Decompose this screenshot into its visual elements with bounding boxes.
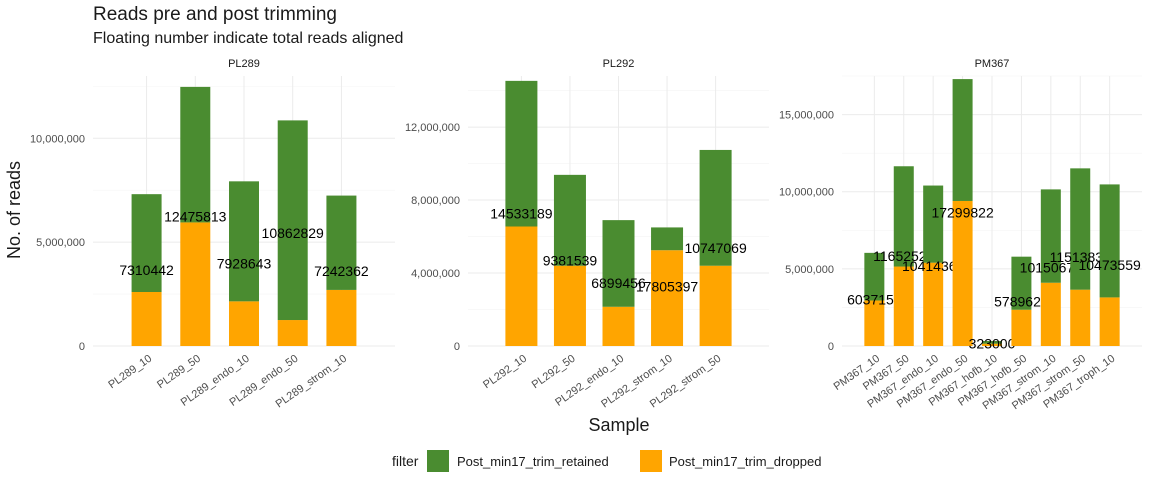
bar-dropped	[1099, 297, 1120, 346]
legend-swatch-dropped	[640, 450, 662, 472]
y-tick-label: 4,000,000	[411, 268, 460, 280]
legend-swatch-retained	[427, 450, 449, 472]
data-label-total: 12475813	[164, 208, 227, 224]
data-label-total: 11513839	[1050, 249, 1111, 265]
y-tick-label: 12,000,000	[405, 122, 460, 134]
bar-retained	[893, 166, 914, 267]
y-tick-label: 10,000,000	[779, 187, 834, 199]
bar-retained	[699, 149, 732, 266]
legend-label-dropped: Post_min17_trim_dropped	[669, 454, 821, 469]
bar-dropped	[699, 265, 732, 346]
bar-retained	[131, 194, 162, 292]
x-tick-label: PL292_10	[481, 353, 529, 392]
bar-retained	[952, 79, 973, 201]
data-label-total: 17805397	[636, 279, 699, 295]
bar-dropped	[277, 320, 308, 346]
data-label-total: 9381539	[543, 252, 598, 268]
data-label-total: 10150676	[1020, 260, 1083, 276]
bar-retained	[505, 80, 538, 227]
facet-panels: 0 5,000,000 10,000,000 PL289 7310442 PL289_10…	[30, 58, 1142, 412]
data-label-total: 10747069	[684, 240, 747, 256]
data-label-total: 7310442	[119, 262, 174, 278]
y-axis-title: No. of reads	[4, 161, 24, 259]
bar-retained	[864, 252, 885, 301]
chart-title: Reads pre and post trimming	[93, 4, 337, 25]
data-label-total: 7242362	[314, 263, 369, 279]
bar-dropped	[1070, 289, 1091, 346]
bar-retained	[1040, 189, 1061, 283]
data-label-total: 14533189	[490, 205, 553, 221]
bar-retained	[180, 86, 211, 223]
x-axis-title: Sample	[588, 415, 649, 435]
bar-dropped	[553, 265, 586, 346]
y-tick-label: 15,000,000	[779, 110, 834, 122]
bar-retained	[1011, 256, 1032, 310]
bar-retained	[982, 341, 1002, 344]
legend-title: filter	[392, 453, 419, 469]
bar-dropped	[1040, 282, 1061, 346]
bar-retained	[1099, 184, 1120, 298]
data-label-total: 17299822	[931, 205, 994, 221]
bar-dropped	[651, 250, 684, 346]
bar-retained	[651, 227, 684, 251]
bar-dropped	[893, 266, 914, 346]
x-tick-label: PL292_50	[530, 353, 578, 392]
y-tick-label: 0	[828, 341, 834, 353]
data-label-total: 6037150	[847, 291, 902, 307]
data-label-total: 10473559	[1078, 257, 1141, 273]
y-tick-label: 0	[79, 341, 85, 353]
bar-dropped	[923, 262, 944, 346]
y-tick-label: 5,000,000	[785, 264, 834, 276]
data-label-total: 10414365	[902, 258, 965, 274]
bar-dropped	[864, 300, 885, 346]
bar-retained	[1070, 168, 1091, 290]
facet-pm367: 0 5,000,000 10,000,000 15,000,000 PM367 60371…	[779, 58, 1142, 412]
data-label-total: 6899456	[591, 275, 646, 291]
x-tick-label: PL289_50	[155, 353, 203, 392]
bar-retained	[553, 174, 586, 266]
legend-label-retained: Post_min17_trim_retained	[457, 454, 609, 469]
bar-dropped	[505, 226, 538, 346]
data-label-total: 5789625	[994, 293, 1049, 309]
legend: filter Post_min17_trim_retained Post_min…	[392, 450, 821, 472]
facet-strip-label: PL289	[228, 58, 260, 70]
bar-dropped	[982, 343, 1002, 346]
facet-pl292: 0 4,000,000 8,000,000 12,000,000 PL292 145331…	[405, 58, 769, 411]
facet-pl289: 0 5,000,000 10,000,000 PL289 7310442 PL289_10…	[30, 58, 395, 411]
bar-dropped	[602, 306, 635, 346]
bar-retained	[277, 120, 308, 321]
data-label-total: 10862829	[262, 225, 325, 241]
x-tick-label: PL289_10	[106, 353, 154, 392]
data-label-total: 323000	[969, 336, 1016, 352]
facet-strip-label: PM367	[975, 58, 1010, 70]
bar-dropped	[229, 301, 259, 346]
data-label-total: 7928643	[217, 256, 272, 272]
bar-dropped	[131, 292, 162, 346]
bar-retained	[602, 220, 635, 307]
y-tick-label: 0	[454, 341, 460, 353]
facet-strip-label: PL292	[603, 58, 635, 70]
y-tick-label: 8,000,000	[411, 195, 460, 207]
bar-retained	[326, 195, 357, 290]
bar-retained	[229, 181, 259, 302]
chart-subtitle: Floating number indicate total reads ali…	[93, 30, 403, 47]
bar-dropped	[952, 200, 973, 346]
bar-dropped	[180, 222, 211, 346]
bar-dropped	[326, 289, 357, 346]
bar-dropped	[1011, 309, 1032, 346]
y-tick-label: 10,000,000	[30, 133, 85, 145]
data-label-total: 11652524	[873, 248, 934, 264]
bar-retained	[923, 185, 944, 263]
y-tick-label: 5,000,000	[36, 237, 85, 249]
